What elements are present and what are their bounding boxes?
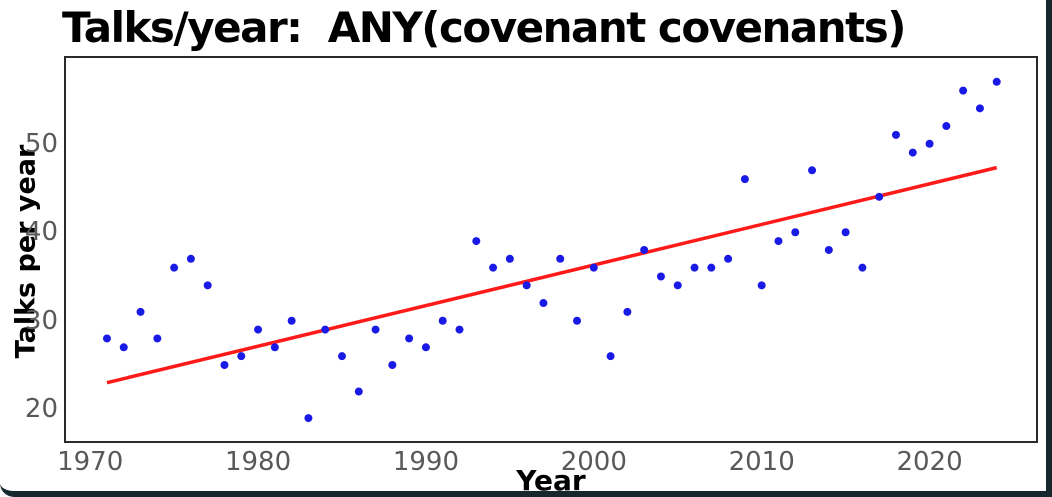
data-point bbox=[740, 175, 749, 184]
data-point bbox=[573, 316, 582, 325]
data-point bbox=[824, 245, 833, 254]
data-point bbox=[321, 325, 330, 334]
data-point bbox=[438, 316, 447, 325]
data-point bbox=[371, 325, 380, 334]
x-tick-label: 2020 bbox=[896, 447, 963, 477]
data-point bbox=[623, 307, 632, 316]
data-point bbox=[153, 334, 162, 343]
data-point bbox=[102, 334, 111, 343]
x-tick-label: 2000 bbox=[560, 447, 627, 477]
data-point bbox=[489, 263, 498, 272]
data-point bbox=[405, 334, 414, 343]
data-point bbox=[656, 272, 665, 281]
data-point bbox=[170, 263, 179, 272]
data-point bbox=[690, 263, 699, 272]
data-point bbox=[421, 343, 430, 352]
data-point bbox=[891, 130, 900, 139]
x-tick-label: 1990 bbox=[392, 447, 460, 477]
data-point bbox=[186, 254, 195, 263]
data-point bbox=[254, 325, 263, 334]
data-point bbox=[354, 387, 363, 396]
data-point bbox=[270, 343, 279, 352]
data-point bbox=[136, 307, 145, 316]
data-point bbox=[539, 299, 548, 308]
chart-title: Talks/year: ANY(covenant covenants) bbox=[62, 3, 906, 52]
data-point bbox=[556, 254, 565, 263]
data-point bbox=[925, 139, 934, 148]
data-point bbox=[908, 148, 917, 157]
data-point bbox=[673, 281, 682, 290]
plot-area bbox=[64, 56, 1038, 443]
trend-line bbox=[106, 165, 998, 385]
y-tick-label: 20 bbox=[24, 394, 58, 425]
data-point bbox=[992, 77, 1001, 86]
x-tick-label: 2010 bbox=[728, 447, 795, 477]
data-point bbox=[942, 122, 951, 131]
data-point bbox=[203, 281, 212, 290]
data-point bbox=[808, 166, 817, 175]
data-point bbox=[707, 263, 716, 272]
data-point bbox=[589, 263, 598, 272]
y-tick-label: 50 bbox=[24, 128, 58, 159]
x-tick-label: 1970 bbox=[57, 447, 124, 477]
data-point bbox=[757, 281, 766, 290]
data-point bbox=[119, 343, 128, 352]
data-point bbox=[505, 254, 514, 263]
data-point bbox=[875, 192, 884, 201]
data-point bbox=[791, 228, 800, 237]
data-point bbox=[975, 104, 984, 113]
data-point bbox=[472, 237, 481, 246]
data-point bbox=[337, 352, 346, 361]
data-point bbox=[858, 263, 867, 272]
data-point bbox=[841, 228, 850, 237]
x-tick-label: 1980 bbox=[224, 447, 292, 477]
data-point bbox=[522, 281, 531, 290]
data-point bbox=[220, 361, 229, 369]
data-point bbox=[287, 316, 296, 325]
x-axis-label: Year bbox=[516, 464, 586, 497]
y-tick-label: 40 bbox=[24, 217, 58, 248]
data-point bbox=[237, 352, 246, 361]
data-point bbox=[959, 86, 968, 95]
data-point bbox=[304, 414, 313, 423]
data-point bbox=[455, 325, 464, 334]
data-point bbox=[724, 254, 733, 263]
data-point bbox=[640, 245, 649, 254]
y-tick-label: 30 bbox=[24, 305, 58, 336]
data-point bbox=[388, 361, 397, 369]
data-point bbox=[606, 352, 615, 361]
data-point bbox=[774, 237, 783, 246]
